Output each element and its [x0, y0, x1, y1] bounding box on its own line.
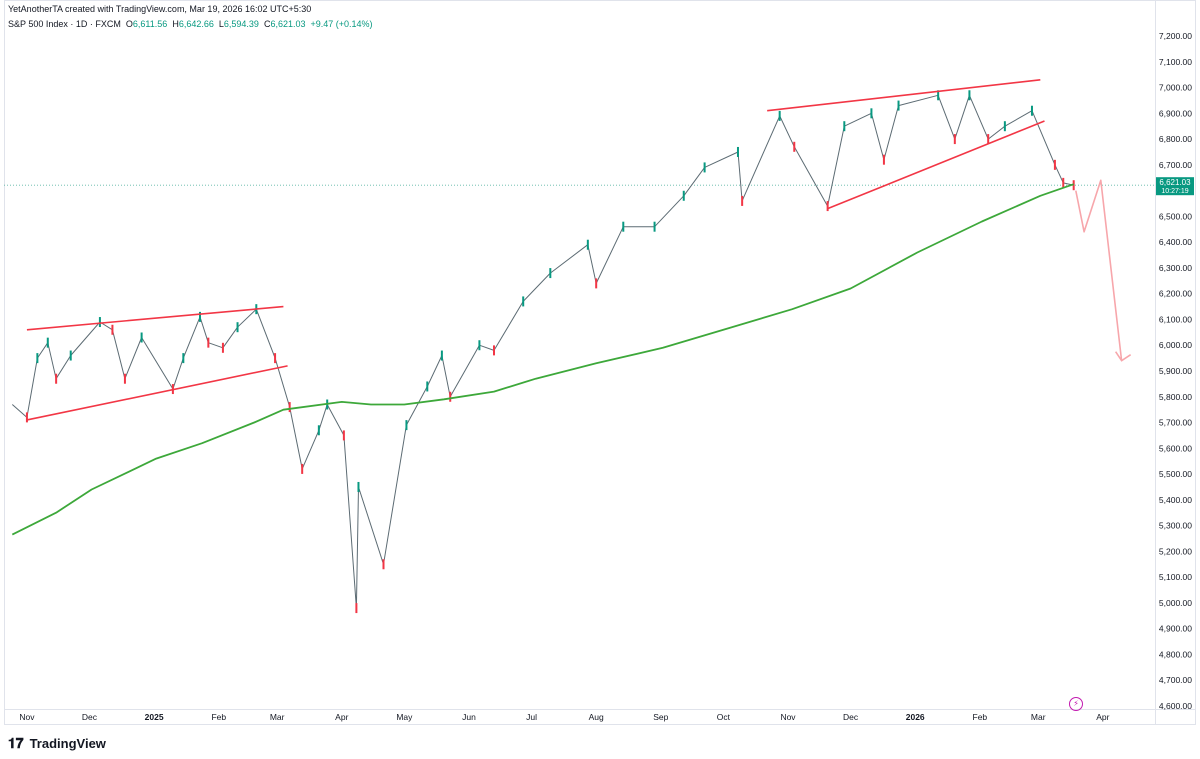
price-tick-label: 5,800.00: [1159, 392, 1192, 402]
trendline: [827, 120, 1045, 210]
time-tick-label: Sep: [653, 712, 668, 722]
price-tick-label: 6,500.00: [1159, 211, 1192, 221]
close-value: 6,621.03: [270, 19, 306, 29]
time-tick-label: Jul: [526, 712, 537, 722]
symbol-legend[interactable]: S&P 500 Index · 1D · FXCM O6,611.56 H6,6…: [8, 19, 373, 29]
price-tick-label: 6,800.00: [1159, 134, 1192, 144]
time-tick-label: Feb: [973, 712, 988, 722]
attribution-text: YetAnotherTA created with TradingView.co…: [8, 4, 312, 14]
time-tick-label: Aug: [589, 712, 604, 722]
price-tick-label: 4,900.00: [1159, 624, 1192, 634]
time-tick-label: Jun: [462, 712, 476, 722]
price-tick-label: 4,600.00: [1159, 701, 1192, 711]
price-tick-label: 6,400.00: [1159, 237, 1192, 247]
symbol-name: S&P 500 Index · 1D · FXCM: [8, 19, 121, 29]
time-tick-label: Apr: [1096, 712, 1109, 722]
price-tick-label: 6,000.00: [1159, 340, 1192, 350]
time-tick-label: Dec: [843, 712, 859, 722]
moving-average-line: [11, 183, 1074, 536]
price-tick-label: 6,700.00: [1159, 160, 1192, 170]
time-tick-label: 2025: [145, 712, 164, 722]
projection-arrowhead-icon: [1114, 351, 1132, 362]
time-tick-label: Nov: [780, 712, 796, 722]
change-value: +9.47 (+0.14%): [310, 19, 373, 29]
price-tick-label: 6,900.00: [1159, 108, 1192, 118]
time-tick-label: May: [396, 712, 413, 722]
time-tick-label: Nov: [19, 712, 35, 722]
low-key: L: [218, 19, 224, 29]
price-axis-separator: [1155, 0, 1156, 725]
open-value: 6,611.56: [132, 19, 168, 29]
price-tick-label: 6,200.00: [1159, 289, 1192, 299]
trendline: [767, 79, 1041, 112]
price-tick-label: 5,000.00: [1159, 598, 1192, 608]
price-tag-box: [1156, 177, 1194, 196]
projection-arrow-line: [1075, 179, 1123, 361]
price-tag-price: 6,621.03: [1159, 178, 1191, 187]
price-tick-label: 4,700.00: [1159, 675, 1192, 685]
time-tick-label: Mar: [1031, 712, 1046, 722]
time-tick-label: 2026: [906, 712, 925, 722]
time-tick-label: Oct: [717, 712, 731, 722]
price-tick-label: 4,800.00: [1159, 649, 1192, 659]
price-tick-label: 7,100.00: [1159, 57, 1192, 67]
trendline: [26, 365, 288, 421]
price-tick-label: 6,300.00: [1159, 263, 1192, 273]
high-value: 6,642.66: [178, 19, 214, 29]
price-tick-label: 5,100.00: [1159, 572, 1192, 582]
price-tag-countdown: 10:27:19: [1161, 188, 1188, 195]
price-tick-label: 5,200.00: [1159, 546, 1192, 556]
tradingview-mark-icon: 𝟏𝟕: [8, 735, 24, 751]
price-tick-label: 5,700.00: [1159, 418, 1192, 428]
price-line: [11, 94, 1074, 609]
price-tick-label: 7,000.00: [1159, 83, 1192, 93]
tradingview-wordmark: TradingView: [29, 736, 106, 751]
high-key: H: [172, 19, 179, 29]
close-key: C: [263, 19, 271, 29]
price-tick-label: 5,600.00: [1159, 443, 1192, 453]
price-tick-label: 7,200.00: [1159, 31, 1192, 41]
time-tick-label: Mar: [270, 712, 285, 722]
price-tick-label: 6,100.00: [1159, 314, 1192, 324]
price-tick-label: 5,400.00: [1159, 495, 1192, 505]
trendline: [26, 305, 284, 331]
tradingview-logo[interactable]: 𝟏𝟕 TradingView: [8, 735, 106, 752]
time-tick-label: Apr: [335, 712, 348, 722]
time-tick-label: Dec: [82, 712, 98, 722]
price-tick-label: 5,900.00: [1159, 366, 1192, 376]
flash-icon[interactable]: ⚡: [1069, 697, 1083, 711]
low-value: 6,594.39: [223, 19, 259, 29]
open-key: O: [125, 19, 133, 29]
price-tick-label: 5,500.00: [1159, 469, 1192, 479]
time-tick-label: Feb: [211, 712, 226, 722]
time-axis-separator: [4, 709, 1196, 710]
price-tick-label: 5,300.00: [1159, 521, 1192, 531]
